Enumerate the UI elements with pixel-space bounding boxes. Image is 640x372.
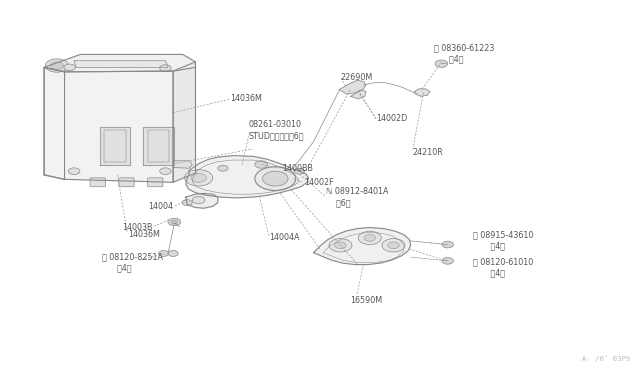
Text: 22690M: 22690M [340, 73, 372, 82]
Circle shape [382, 238, 405, 252]
Polygon shape [44, 54, 195, 72]
Circle shape [184, 170, 212, 186]
Text: 14004A: 14004A [269, 233, 300, 243]
Circle shape [364, 235, 376, 241]
Polygon shape [351, 90, 366, 99]
Text: Ⓢ 08360-61223
      （4）: Ⓢ 08360-61223 （4） [434, 43, 494, 63]
Circle shape [442, 257, 454, 264]
Circle shape [218, 165, 228, 171]
Polygon shape [415, 89, 430, 96]
Circle shape [160, 168, 172, 174]
FancyBboxPatch shape [119, 178, 134, 187]
Text: Ⓑ 08120-61010
       （4）: Ⓑ 08120-61010 （4） [473, 257, 534, 278]
Circle shape [294, 168, 305, 174]
Polygon shape [74, 61, 168, 67]
Circle shape [255, 161, 268, 168]
Circle shape [159, 250, 169, 256]
Text: Ⓑ 08120-8251A
      （4）: Ⓑ 08120-8251A （4） [102, 252, 163, 272]
Circle shape [435, 60, 448, 67]
Polygon shape [100, 128, 131, 164]
Text: 14036M: 14036M [129, 230, 160, 239]
Text: Ⓥ 08915-43610
       （4）: Ⓥ 08915-43610 （4） [473, 230, 534, 250]
Text: ℕ 08912-8401A
    （6）: ℕ 08912-8401A （6） [326, 187, 389, 207]
Circle shape [442, 241, 454, 248]
Text: 14002F: 14002F [304, 178, 333, 187]
Circle shape [191, 173, 206, 182]
Polygon shape [173, 62, 195, 182]
Circle shape [168, 250, 178, 256]
Text: 24210R: 24210R [412, 148, 443, 157]
Circle shape [68, 168, 80, 174]
Text: 14002D: 14002D [376, 114, 408, 123]
Circle shape [262, 171, 288, 186]
Polygon shape [339, 80, 366, 94]
Circle shape [51, 62, 63, 69]
Text: 14003B: 14003B [122, 223, 153, 232]
Circle shape [255, 167, 296, 190]
Circle shape [192, 196, 205, 204]
Text: 16590M: 16590M [351, 296, 383, 305]
Circle shape [160, 65, 172, 71]
Circle shape [64, 64, 76, 71]
Polygon shape [173, 161, 192, 168]
Text: A· /0ˆ 03P9: A· /0ˆ 03P9 [582, 356, 630, 362]
FancyBboxPatch shape [90, 178, 106, 187]
Circle shape [172, 220, 177, 224]
Polygon shape [186, 193, 218, 208]
Text: 08261-03010
STUDスタッド（6）: 08261-03010 STUDスタッド（6） [248, 121, 304, 141]
Text: 1400BB: 1400BB [282, 164, 313, 173]
Circle shape [388, 242, 399, 248]
Polygon shape [44, 67, 65, 179]
Text: 14036M: 14036M [230, 94, 262, 103]
FancyBboxPatch shape [148, 178, 163, 187]
Polygon shape [44, 67, 173, 182]
Circle shape [182, 200, 192, 206]
Circle shape [168, 218, 180, 226]
Circle shape [358, 231, 381, 244]
Circle shape [45, 59, 68, 72]
Circle shape [329, 238, 352, 252]
Polygon shape [186, 155, 308, 198]
Polygon shape [143, 128, 173, 164]
Text: 14004: 14004 [148, 202, 173, 211]
Circle shape [335, 242, 346, 248]
Polygon shape [314, 228, 411, 264]
